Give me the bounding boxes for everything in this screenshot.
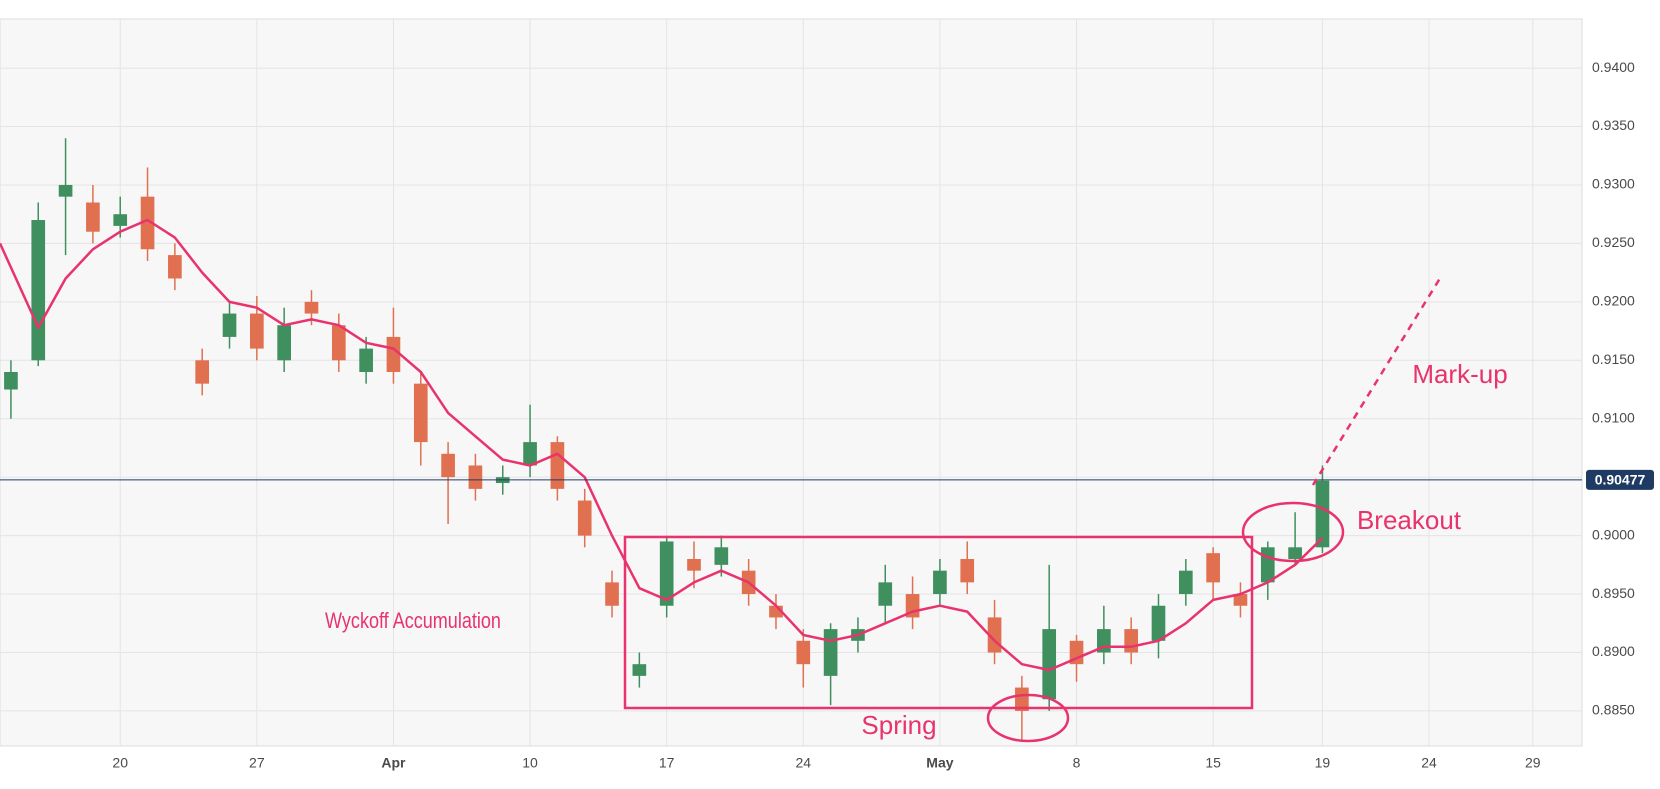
spring-label: Spring	[861, 710, 936, 740]
moving-average	[0, 218, 1324, 672]
y-tick-label: 0.9300	[1592, 176, 1635, 192]
accumulation-range	[623, 535, 1254, 710]
x-tick-label: May	[926, 755, 953, 771]
candle-body	[331, 325, 346, 361]
candle-body	[523, 442, 537, 466]
candle-body	[1151, 605, 1166, 641]
candle-body	[250, 313, 264, 349]
candle-body	[195, 360, 210, 384]
markup-label: Mark-up	[1412, 359, 1507, 389]
candle-body	[4, 371, 18, 390]
candles	[0, 138, 1582, 741]
candle-body	[823, 629, 838, 676]
candle-body	[687, 558, 701, 571]
candle-body	[1288, 547, 1302, 559]
candle-body	[386, 336, 401, 372]
x-tick-label: 17	[659, 755, 675, 771]
breakout-label: Breakout	[1357, 505, 1462, 535]
grid	[0, 19, 1582, 746]
candle-body	[605, 582, 619, 606]
breakout-circle	[1241, 501, 1345, 563]
candle-body	[413, 383, 428, 443]
candle-body	[714, 547, 729, 565]
y-tick-label: 0.8900	[1592, 643, 1635, 659]
candle-body	[1178, 570, 1193, 595]
y-tick-label: 0.8850	[1592, 702, 1635, 718]
candle-body	[359, 348, 373, 372]
last-price-label: 0.90477	[1595, 472, 1646, 488]
candle-body	[277, 325, 291, 361]
last-price-box	[1586, 469, 1654, 490]
x-tick-label: 29	[1525, 755, 1541, 771]
candle-body	[1124, 629, 1139, 653]
x-tick-label: 24	[1421, 755, 1437, 771]
y-tick-label: 0.9350	[1592, 117, 1635, 133]
candle-body	[1315, 480, 1330, 548]
y-tick-label: 0.9150	[1592, 351, 1635, 367]
x-tick-label: 10	[522, 755, 538, 771]
y-tick-label: 0.8950	[1592, 585, 1635, 601]
candle-body	[933, 570, 947, 595]
candle-body	[31, 220, 46, 361]
x-tick-label: Apr	[381, 755, 406, 771]
x-tick-label: 8	[1073, 755, 1081, 771]
candle-body	[796, 640, 811, 665]
x-tick-label: 20	[112, 755, 128, 771]
candle-body	[659, 541, 674, 606]
candle-body	[1015, 687, 1029, 711]
candle-body	[222, 313, 237, 337]
candle-body	[168, 255, 182, 279]
candle-body	[86, 202, 100, 232]
candle-body	[468, 465, 483, 489]
candle-body	[769, 605, 783, 618]
candle-body	[960, 558, 975, 583]
candle-body	[113, 214, 128, 226]
candle-body	[632, 664, 647, 676]
y-tick-label: 0.9200	[1592, 293, 1635, 309]
accumulation-label: Wyckoff Accumulation	[325, 609, 501, 633]
x-tick-label: 19	[1315, 755, 1331, 771]
candle-body	[878, 582, 893, 606]
candle-body	[1206, 553, 1220, 583]
markup-arrow	[1311, 274, 1444, 486]
x-tick-label: 15	[1205, 755, 1221, 771]
x-tick-label: 24	[796, 755, 812, 771]
candle-body	[140, 196, 155, 250]
candle-body	[550, 442, 565, 489]
candle-body	[1233, 594, 1248, 606]
candle-body	[441, 453, 455, 478]
y-tick-label: 0.9000	[1592, 526, 1635, 542]
annotations: Wyckoff Accumulation Spring Breakout Mar…	[325, 274, 1508, 743]
plot-area	[0, 18, 1583, 747]
candle-body	[1260, 547, 1275, 583]
spring-circle	[986, 693, 1070, 743]
candle-body	[577, 500, 592, 536]
y-tick-label: 0.9100	[1592, 409, 1635, 425]
y-tick-label: 0.9400	[1592, 59, 1635, 75]
candle-body	[304, 301, 319, 314]
axes: 0.88500.89000.89500.90000.90500.91000.91…	[112, 59, 1654, 771]
candle-body	[1069, 640, 1084, 665]
x-tick-label: 27	[249, 755, 265, 771]
candle-body	[58, 184, 73, 197]
candle-body	[1042, 629, 1057, 700]
y-tick-label: 0.9250	[1592, 234, 1635, 250]
